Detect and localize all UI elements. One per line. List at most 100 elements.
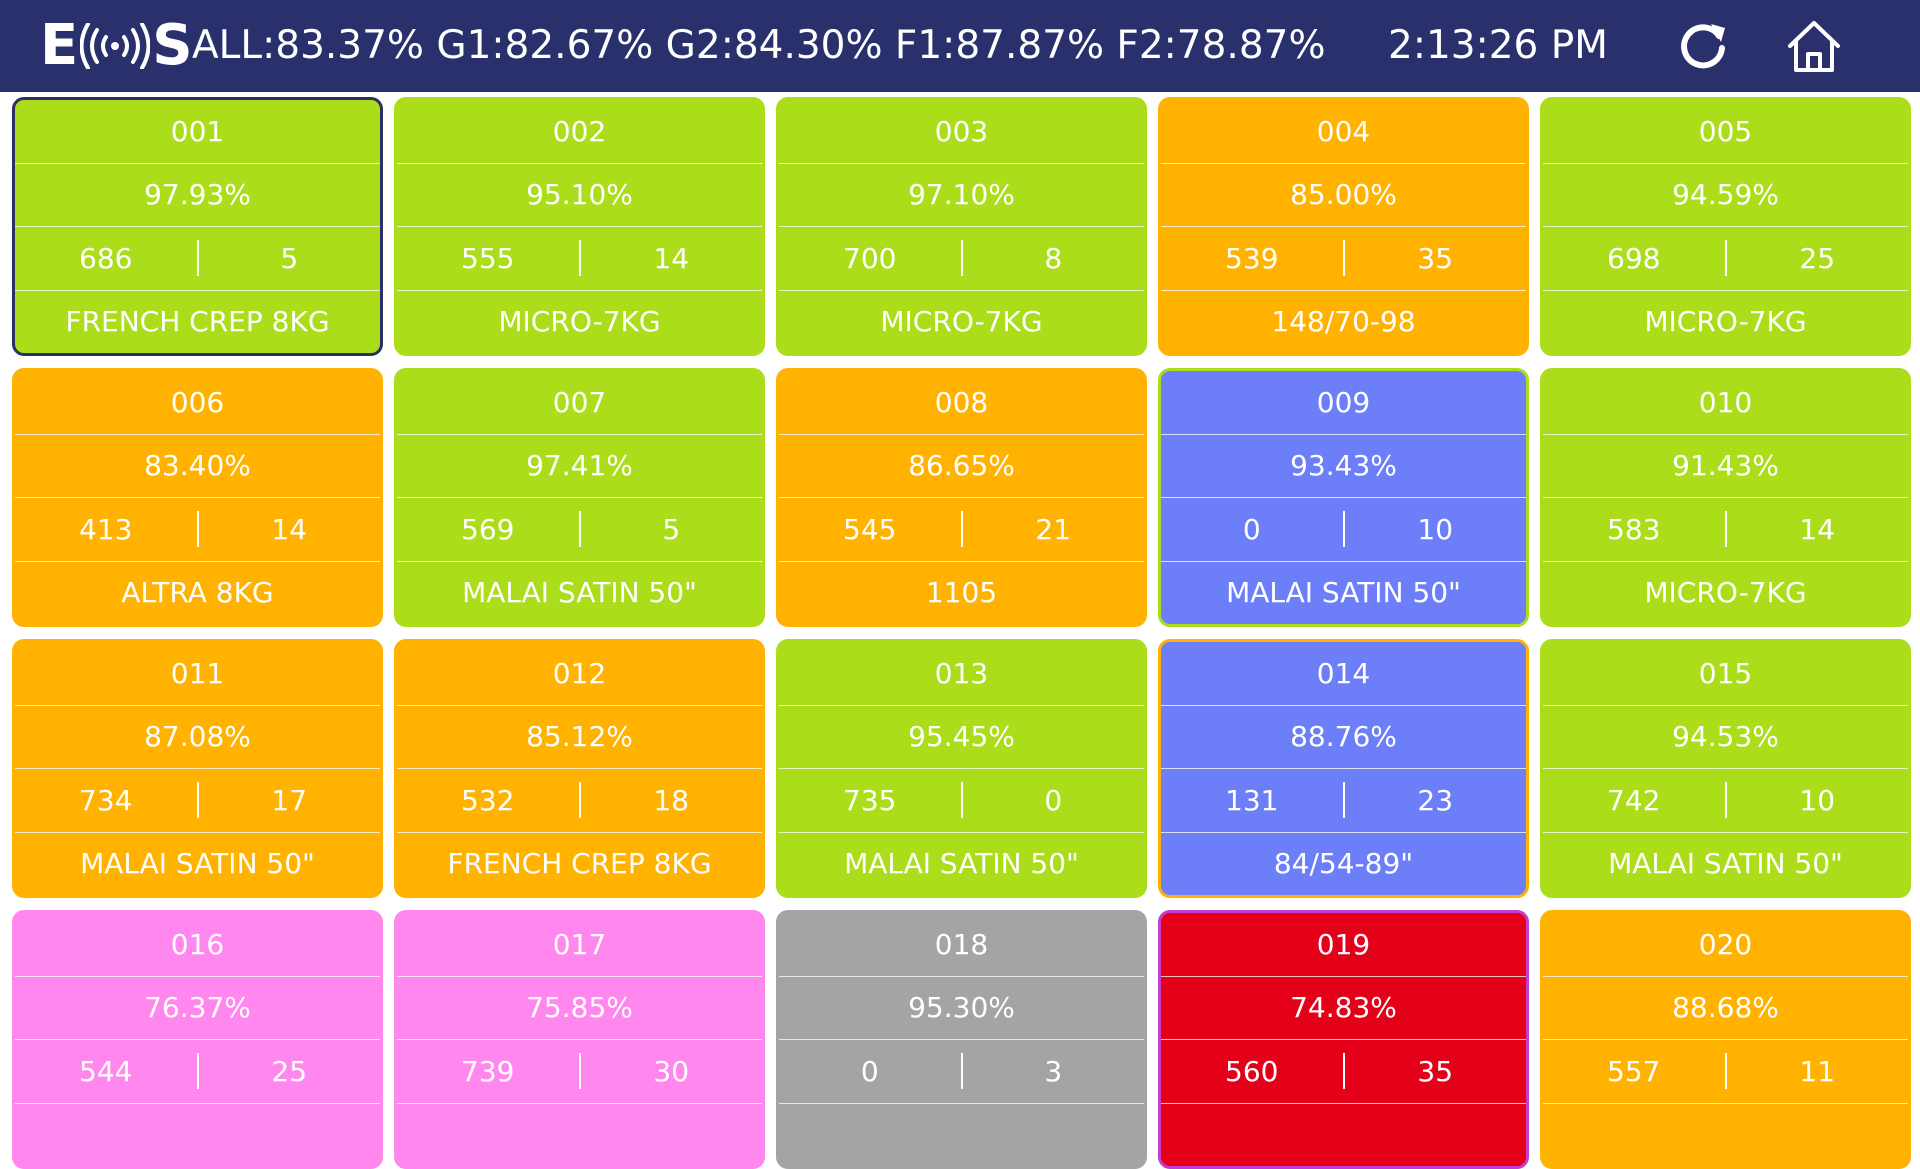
machine-counts: 0 3 — [779, 1040, 1144, 1104]
machine-efficiency: 95.10% — [397, 164, 762, 227]
machine-card-009[interactable]: 009 93.43% 0 10 MALAI SATIN 50" — [1158, 368, 1529, 627]
machine-efficiency: 94.59% — [1543, 164, 1908, 227]
count-divider — [960, 240, 963, 277]
machine-card-012[interactable]: 012 85.12% 532 18 FRENCH CREP 8KG — [394, 639, 765, 898]
machine-card-005[interactable]: 005 94.59% 698 25 MICRO-7KG — [1540, 97, 1911, 356]
machine-efficiency: 93.43% — [1161, 435, 1526, 498]
machine-count-right: 10 — [1799, 783, 1836, 817]
machine-id: 017 — [397, 913, 762, 977]
machine-count-left: 686 — [79, 241, 133, 275]
machine-count-right: 5 — [280, 241, 299, 275]
home-button[interactable] — [1786, 18, 1842, 74]
machine-id: 012 — [397, 642, 762, 706]
machine-id: 003 — [779, 100, 1144, 164]
machine-card-001[interactable]: 001 97.93% 686 5 FRENCH CREP 8KG — [12, 97, 383, 356]
machine-card-014[interactable]: 014 88.76% 131 23 84/54-89" — [1158, 639, 1529, 898]
machine-efficiency: 88.76% — [1161, 706, 1526, 769]
machine-card-010[interactable]: 010 91.43% 583 14 MICRO-7KG — [1540, 368, 1911, 627]
machine-card-007[interactable]: 007 97.41% 569 5 MALAI SATIN 50" — [394, 368, 765, 627]
machine-card-006[interactable]: 006 83.40% 413 14 ALTRA 8KG — [12, 368, 383, 627]
machine-card-015[interactable]: 015 94.53% 742 10 MALAI SATIN 50" — [1540, 639, 1911, 898]
machine-id: 016 — [15, 913, 380, 977]
machine-card-016[interactable]: 016 76.37% 544 25 — [12, 910, 383, 1169]
machine-efficiency: 94.53% — [1543, 706, 1908, 769]
machine-product: MALAI SATIN 50" — [1608, 847, 1843, 881]
machine-efficiency: 88.68% — [1543, 977, 1908, 1040]
count-divider — [1342, 782, 1345, 819]
machine-card-017[interactable]: 017 75.85% 739 30 — [394, 910, 765, 1169]
machine-product: 1105 — [925, 576, 998, 610]
count-divider — [1342, 240, 1345, 277]
machine-count-left: 560 — [1225, 1054, 1279, 1088]
refresh-button[interactable] — [1675, 18, 1731, 74]
machine-id: 008 — [779, 371, 1144, 435]
machine-counts: 569 5 — [397, 498, 762, 562]
machine-product: 148/70-98 — [1271, 305, 1416, 339]
count-divider — [1342, 511, 1345, 548]
machine-efficiency: 86.65% — [779, 435, 1144, 498]
machine-id: 013 — [779, 642, 1144, 706]
machine-count-left: 698 — [1607, 241, 1661, 275]
machine-counts: 544 25 — [15, 1040, 380, 1104]
count-divider — [1724, 240, 1727, 277]
machine-efficiency: 97.93% — [15, 164, 380, 227]
machine-product: ALTRA 8KG — [121, 576, 274, 610]
machine-count-left: 739 — [461, 1054, 515, 1088]
machine-efficiency: 83.40% — [15, 435, 380, 498]
machine-product: FRENCH CREP 8KG — [65, 305, 330, 339]
machine-counts: 686 5 — [15, 227, 380, 291]
machine-count-left: 413 — [79, 512, 133, 546]
machine-card-002[interactable]: 002 95.10% 555 14 MICRO-7KG — [394, 97, 765, 356]
machine-counts: 734 17 — [15, 769, 380, 833]
count-divider — [1724, 1053, 1727, 1090]
home-icon — [1788, 21, 1840, 72]
machine-count-right: 25 — [271, 1054, 308, 1088]
machine-card-004[interactable]: 004 85.00% 539 35 148/70-98 — [1158, 97, 1529, 356]
machine-id: 020 — [1543, 913, 1908, 977]
machine-count-left: 742 — [1607, 783, 1661, 817]
machine-count-right: 35 — [1417, 241, 1454, 275]
machine-id: 006 — [15, 371, 380, 435]
machine-card-019[interactable]: 019 74.83% 560 35 — [1158, 910, 1529, 1169]
machine-efficiency: 91.43% — [1543, 435, 1908, 498]
machine-counts: 739 30 — [397, 1040, 762, 1104]
machine-counts: 545 21 — [779, 498, 1144, 562]
machine-count-left: 539 — [1225, 241, 1279, 275]
machine-id: 010 — [1543, 371, 1908, 435]
count-divider — [578, 1053, 581, 1090]
count-divider — [196, 240, 199, 277]
top-bar: E S ALL:83.37% G1:82.67% G2:84.30% F1:87… — [0, 0, 1920, 92]
machine-id: 001 — [15, 100, 380, 164]
machine-product: MICRO-7KG — [1644, 305, 1807, 339]
machine-id: 011 — [15, 642, 380, 706]
machine-id: 007 — [397, 371, 762, 435]
machine-product: FRENCH CREP 8KG — [447, 847, 712, 881]
logo-letter-s: S — [152, 13, 193, 78]
machine-counts: 698 25 — [1543, 227, 1908, 291]
machine-efficiency: 74.83% — [1161, 977, 1526, 1040]
machine-card-013[interactable]: 013 95.45% 735 0 MALAI SATIN 50" — [776, 639, 1147, 898]
machine-card-008[interactable]: 008 86.65% 545 21 1105 — [776, 368, 1147, 627]
machine-card-011[interactable]: 011 87.08% 734 17 MALAI SATIN 50" — [12, 639, 383, 898]
machine-count-right: 30 — [653, 1054, 690, 1088]
machine-product: MALAI SATIN 50" — [80, 847, 315, 881]
machine-id: 002 — [397, 100, 762, 164]
machine-card-020[interactable]: 020 88.68% 557 11 — [1540, 910, 1911, 1169]
machine-card-018[interactable]: 018 95.30% 0 3 — [776, 910, 1147, 1169]
machine-counts: 539 35 — [1161, 227, 1526, 291]
machine-product: MICRO-7KG — [498, 305, 661, 339]
count-divider — [196, 511, 199, 548]
machine-product: MALAI SATIN 50" — [1226, 576, 1461, 610]
machine-efficiency: 97.10% — [779, 164, 1144, 227]
machine-product — [779, 1104, 1144, 1167]
machine-count-left: 700 — [843, 241, 897, 275]
machine-count-right: 17 — [271, 783, 308, 817]
machine-count-right: 14 — [653, 241, 690, 275]
machine-card-003[interactable]: 003 97.10% 700 8 MICRO-7KG — [776, 97, 1147, 356]
machine-counts: 557 11 — [1543, 1040, 1908, 1104]
machine-grid: 001 97.93% 686 5 FRENCH CREP 8KG 002 95.… — [12, 97, 1914, 1169]
count-divider — [1342, 1053, 1345, 1090]
machine-count-right: 3 — [1044, 1054, 1063, 1088]
machine-efficiency: 95.45% — [779, 706, 1144, 769]
count-divider — [960, 1053, 963, 1090]
